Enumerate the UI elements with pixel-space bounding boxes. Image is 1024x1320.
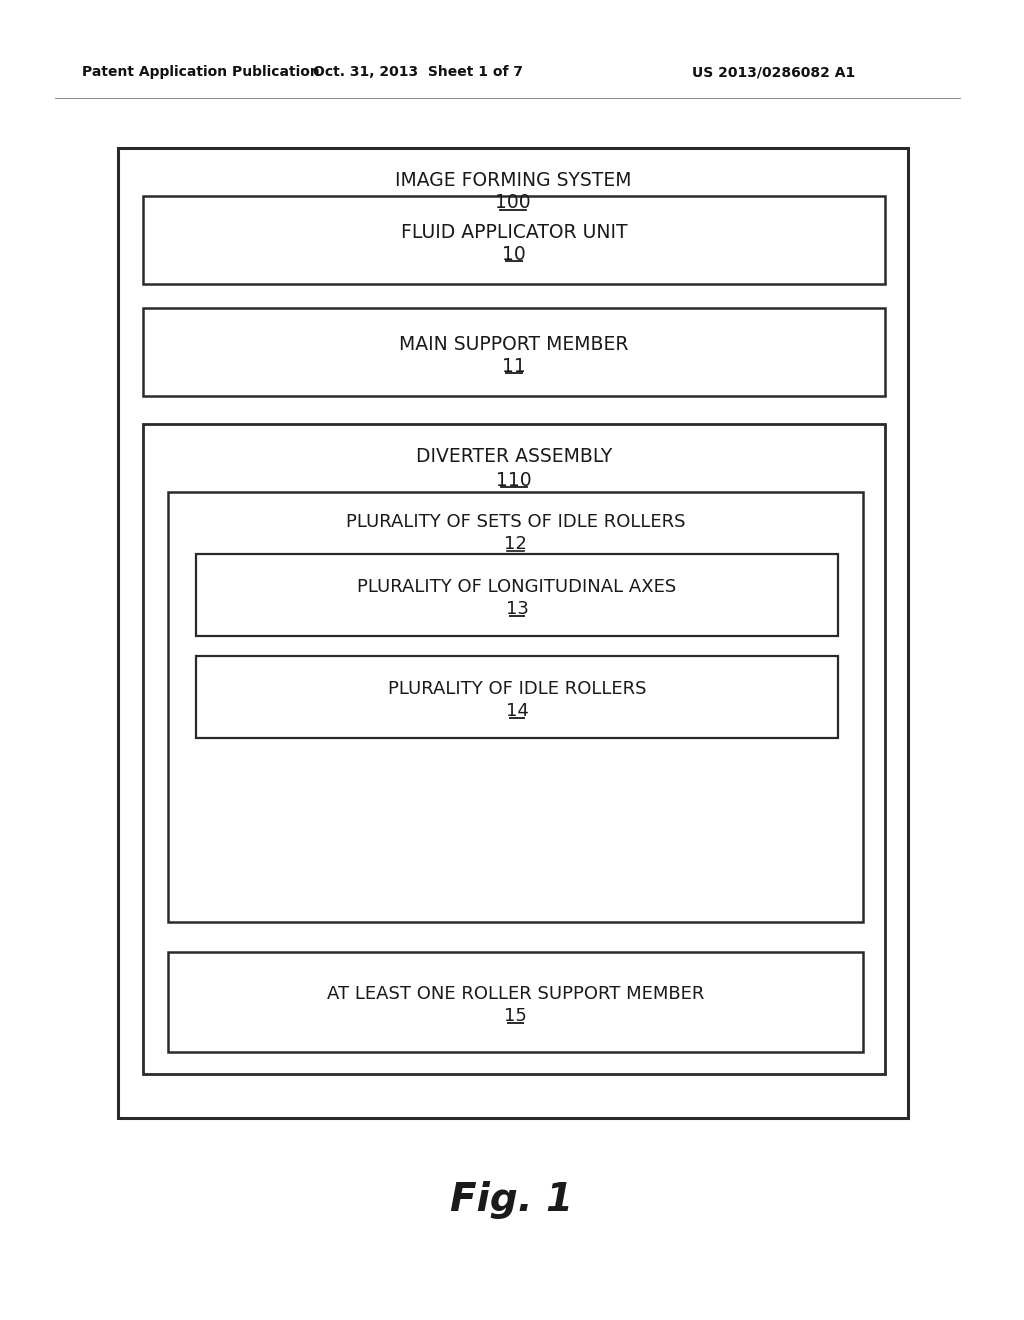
- Text: Fig. 1: Fig. 1: [451, 1181, 573, 1218]
- Text: 11: 11: [502, 356, 526, 375]
- Bar: [196, 554, 838, 636]
- Text: MAIN SUPPORT MEMBER: MAIN SUPPORT MEMBER: [399, 334, 629, 354]
- Text: Patent Application Publication: Patent Application Publication: [82, 65, 319, 79]
- Text: 10: 10: [502, 244, 526, 264]
- Text: FLUID APPLICATOR UNIT: FLUID APPLICATOR UNIT: [400, 223, 628, 242]
- Text: US 2013/0286082 A1: US 2013/0286082 A1: [692, 65, 855, 79]
- Bar: [143, 308, 885, 396]
- Text: 100: 100: [496, 194, 530, 213]
- Bar: [196, 656, 838, 738]
- Text: 13: 13: [506, 601, 528, 618]
- Text: 110: 110: [497, 470, 531, 490]
- Bar: [143, 195, 885, 284]
- Text: IMAGE FORMING SYSTEM: IMAGE FORMING SYSTEM: [394, 170, 631, 190]
- Text: PLURALITY OF IDLE ROLLERS: PLURALITY OF IDLE ROLLERS: [388, 680, 646, 698]
- Text: PLURALITY OF SETS OF IDLE ROLLERS: PLURALITY OF SETS OF IDLE ROLLERS: [346, 513, 685, 531]
- Bar: [168, 952, 863, 1052]
- Text: PLURALITY OF LONGITUDINAL AXES: PLURALITY OF LONGITUDINAL AXES: [357, 578, 677, 597]
- Bar: [118, 148, 908, 1118]
- Text: 15: 15: [504, 1007, 527, 1026]
- Bar: [143, 424, 885, 1074]
- Bar: [168, 492, 863, 921]
- Text: DIVERTER ASSEMBLY: DIVERTER ASSEMBLY: [416, 446, 612, 466]
- Text: 12: 12: [504, 535, 527, 553]
- Text: 14: 14: [506, 702, 528, 719]
- Text: Oct. 31, 2013  Sheet 1 of 7: Oct. 31, 2013 Sheet 1 of 7: [313, 65, 523, 79]
- Text: AT LEAST ONE ROLLER SUPPORT MEMBER: AT LEAST ONE ROLLER SUPPORT MEMBER: [327, 985, 705, 1003]
